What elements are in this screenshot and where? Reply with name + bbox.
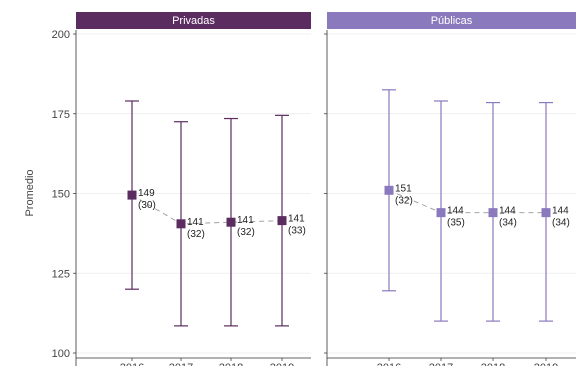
panel-title: Públicas — [431, 15, 473, 27]
y-tick-label: 150 — [52, 189, 70, 201]
mean-label: 141 — [187, 217, 204, 228]
x-tick-label: 2018 — [219, 362, 243, 366]
mean-point — [277, 216, 287, 226]
sd-label: (30) — [138, 200, 156, 211]
mean-point — [226, 217, 236, 227]
panel-header — [327, 12, 576, 29]
mean-trend-line — [388, 189, 546, 214]
y-tick-label: 200 — [52, 29, 70, 41]
mean-trend-line — [131, 194, 283, 225]
x-tick-label: 2016 — [120, 362, 144, 366]
mean-point — [436, 208, 446, 218]
mean-label: 149 — [138, 188, 155, 199]
sd-label: (34) — [552, 218, 570, 229]
panel-privadas: Privadas149(30)2016141(32)2017141(32)201… — [75, 12, 311, 366]
mean-label: 144 — [447, 206, 464, 217]
panels: Privadas149(30)2016141(32)2017141(32)201… — [75, 12, 576, 366]
panel-publicas: Públicas151(32)2016144(35)2017144(34)201… — [324, 12, 576, 366]
mean-point — [541, 208, 551, 218]
sd-label: (33) — [288, 226, 306, 237]
mean-label: 144 — [499, 206, 516, 217]
x-tick-label: 2018 — [481, 362, 505, 366]
mean-point — [488, 208, 498, 218]
y-axis-title: Promedio — [24, 169, 36, 216]
x-tick-label: 2019 — [270, 362, 294, 366]
x-tick-label: 2019 — [534, 362, 558, 366]
x-tick-label: 2017 — [429, 362, 453, 366]
mean-label: 151 — [395, 183, 412, 194]
panel-header — [76, 12, 311, 29]
sd-label: (34) — [499, 218, 517, 229]
mean-point — [384, 185, 394, 195]
sd-label: (32) — [395, 195, 413, 206]
x-tick-label: 2016 — [377, 362, 401, 366]
y-tick-label: 125 — [52, 268, 70, 280]
mean-point — [176, 219, 186, 229]
mean-label: 144 — [552, 206, 569, 217]
y-axis: 100 125 150 175 200 — [52, 29, 76, 360]
sd-label: (32) — [237, 227, 255, 238]
mean-label: 141 — [237, 215, 254, 226]
y-tick-label: 175 — [52, 109, 70, 121]
mean-label: 141 — [288, 214, 305, 225]
sd-label: (32) — [187, 229, 205, 240]
x-tick-label: 2017 — [169, 362, 193, 366]
y-tick-label: 100 — [52, 348, 70, 360]
sd-label: (35) — [447, 218, 465, 229]
panel-title: Privadas — [172, 15, 215, 27]
mean-point — [127, 190, 137, 200]
